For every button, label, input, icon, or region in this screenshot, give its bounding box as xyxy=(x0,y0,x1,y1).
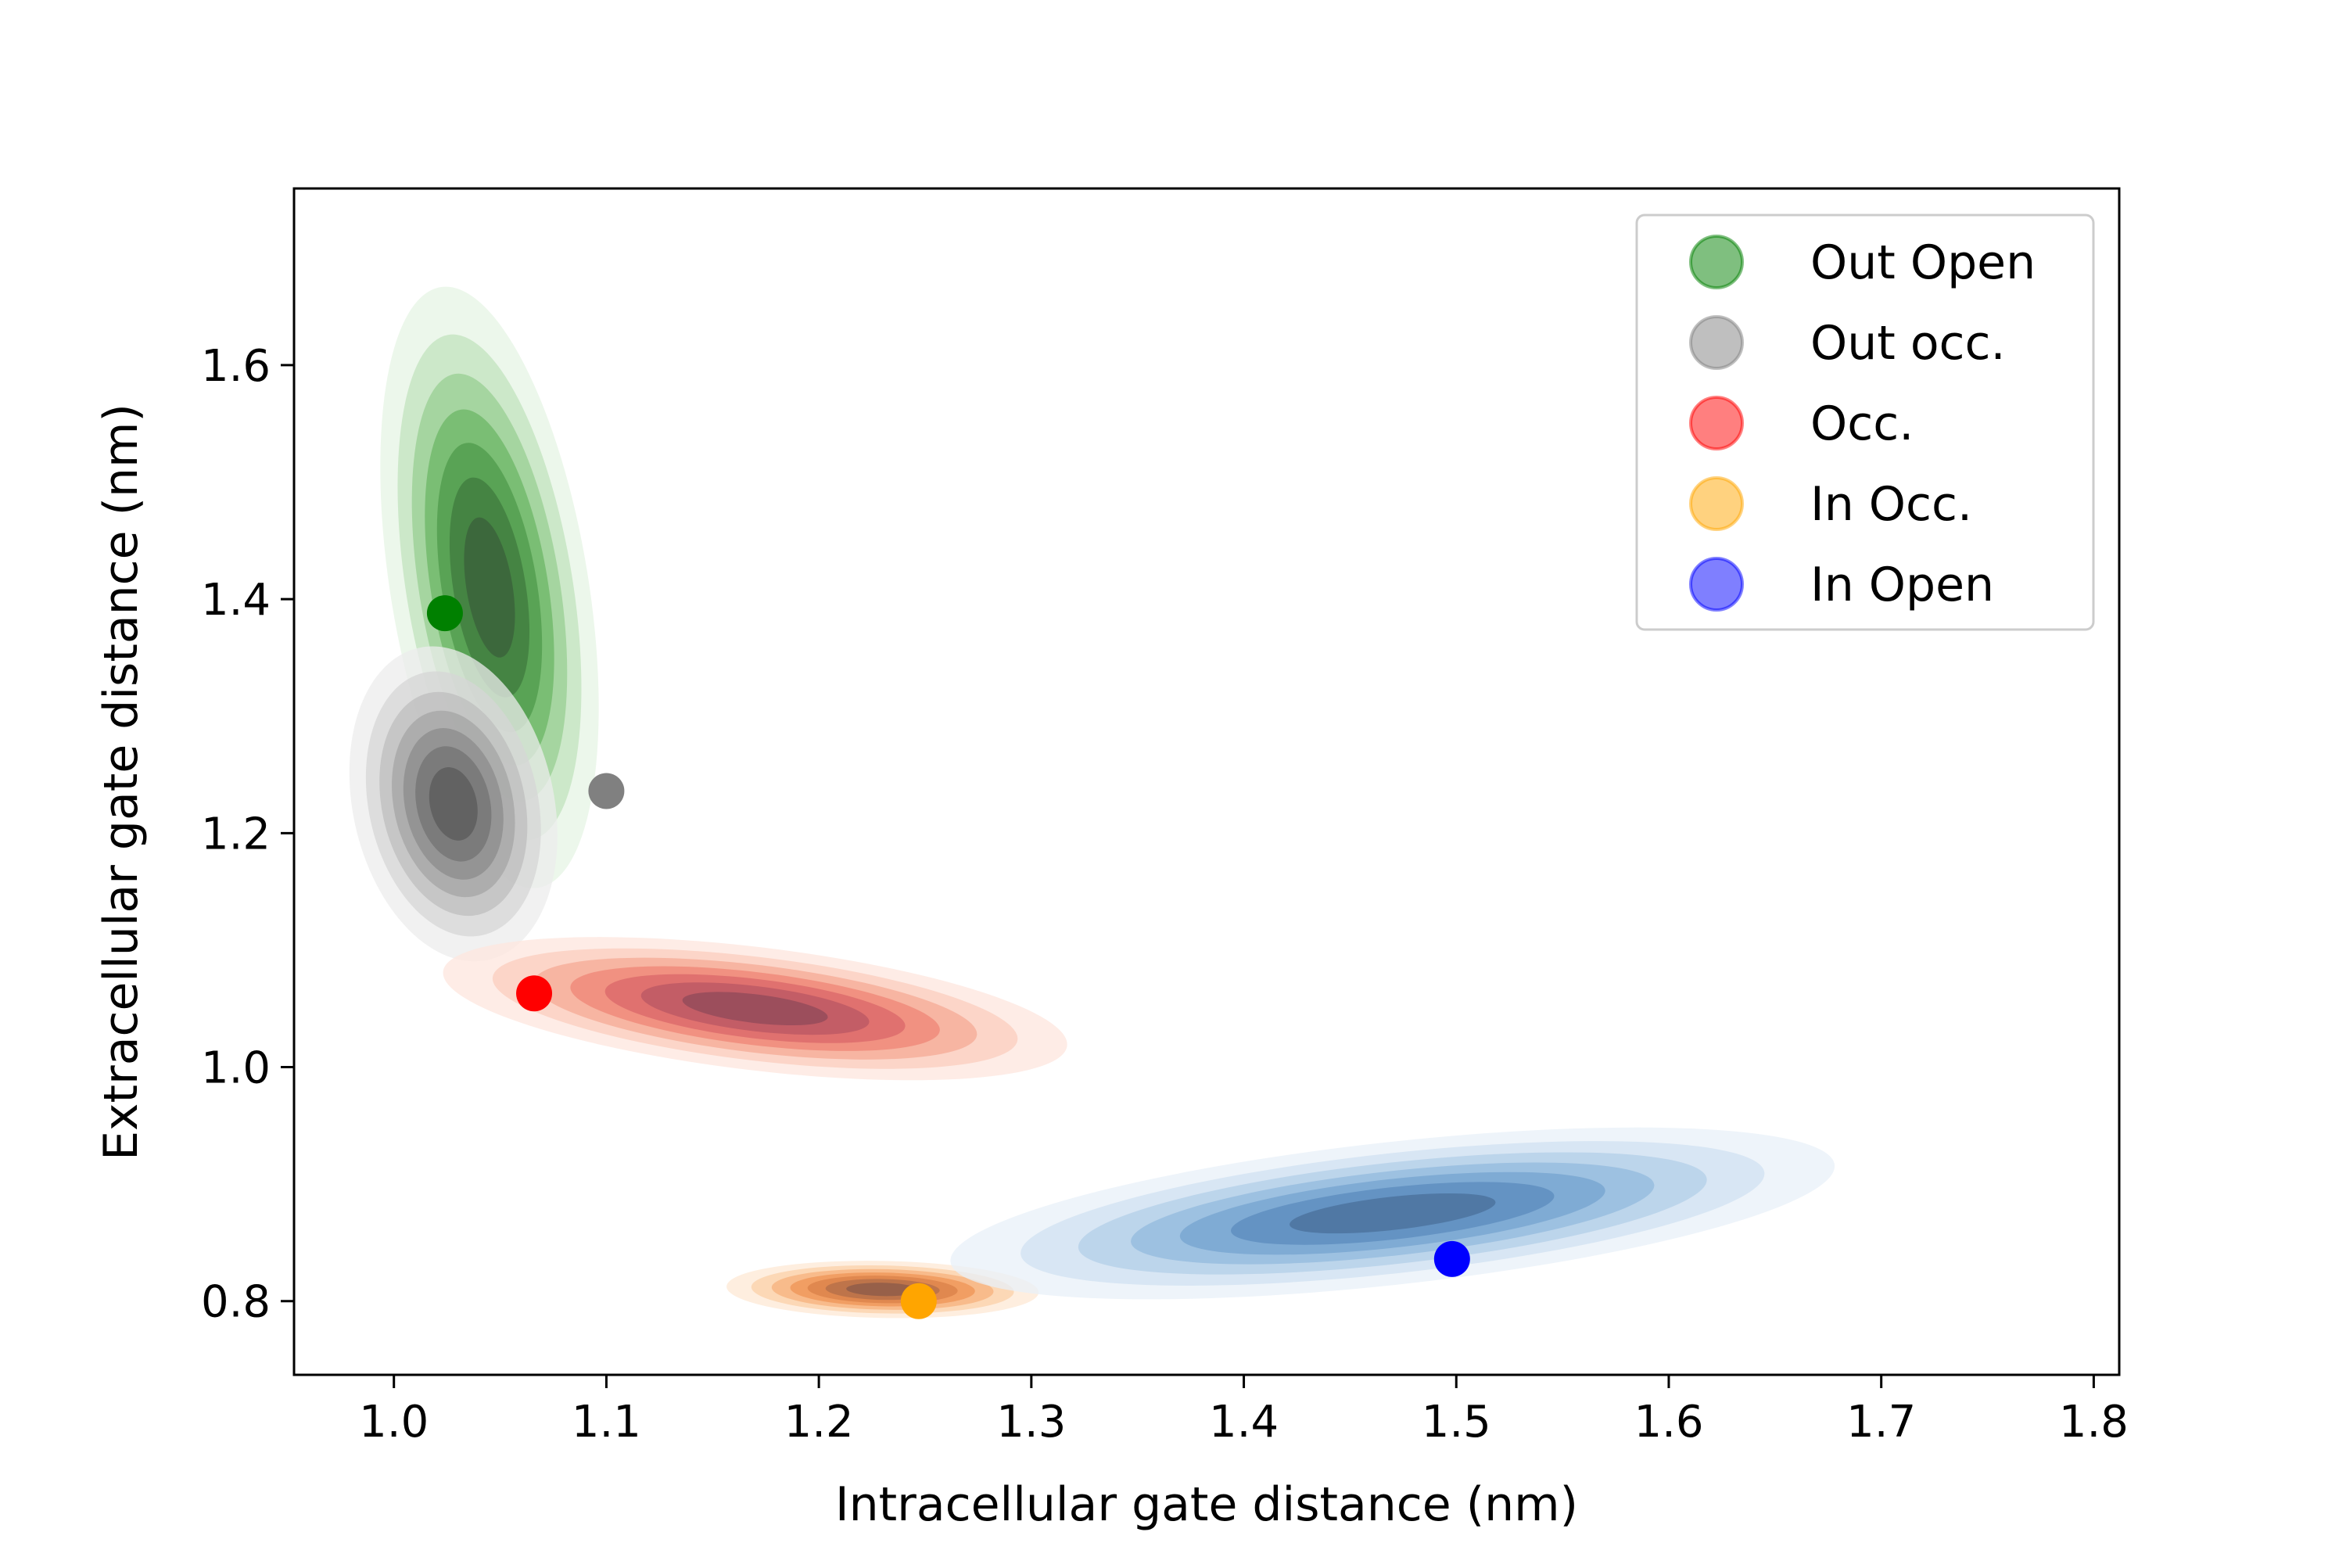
y-axis-ticks: 0.8 1.0 1.2 1.4 1.6 xyxy=(201,341,294,1328)
legend-label: In Open xyxy=(1810,558,1994,612)
y-tick-label: 1.6 xyxy=(201,341,271,392)
density-layer xyxy=(349,286,1835,1319)
point-in-open xyxy=(1433,1240,1470,1277)
points-layer xyxy=(426,595,1470,1319)
y-axis-label: Extracellular gate distance (nm) xyxy=(94,404,149,1161)
legend-label: Out occ. xyxy=(1810,316,2006,371)
legend-marker xyxy=(1689,557,1744,612)
y-tick-label: 1.4 xyxy=(201,575,271,626)
density-in-open xyxy=(950,1127,1835,1300)
y-tick-label: 0.8 xyxy=(201,1277,271,1328)
point-in-occ- xyxy=(900,1283,937,1319)
density-contour xyxy=(464,517,515,658)
x-tick-label: 1.1 xyxy=(572,1397,641,1448)
x-tick-label: 1.6 xyxy=(1634,1397,1703,1448)
legend-label: In Occ. xyxy=(1810,477,1972,532)
legend-marker xyxy=(1689,476,1744,531)
point-occ- xyxy=(516,975,553,1012)
legend-marker xyxy=(1689,396,1744,450)
density-occ- xyxy=(443,937,1067,1081)
legend-marker xyxy=(1689,315,1744,370)
x-tick-label: 1.4 xyxy=(1209,1397,1279,1448)
x-tick-label: 1.8 xyxy=(2059,1397,2129,1448)
y-tick-label: 1.0 xyxy=(201,1043,271,1094)
legend: Out Open Out occ. Occ. In Occ. In Open xyxy=(1635,213,2095,631)
x-tick-label: 1.5 xyxy=(1422,1397,1491,1448)
density-contour xyxy=(429,767,478,841)
x-tick-label: 1.7 xyxy=(1846,1397,1916,1448)
x-tick-label: 1.2 xyxy=(784,1397,854,1448)
legend-entries: Out Open Out occ. Occ. In Occ. In Open xyxy=(1689,235,2036,612)
x-axis-ticks: 1.0 1.1 1.2 1.3 1.4 1.5 1.6 1.7 1.8 xyxy=(359,1375,2129,1448)
point-out-occ- xyxy=(588,773,625,809)
legend-box xyxy=(1635,213,2095,631)
density-contour xyxy=(846,1283,920,1297)
density-out-occ- xyxy=(349,646,558,962)
legend-label: Out Open xyxy=(1810,235,2036,290)
legend-marker xyxy=(1689,235,1744,289)
point-out-open xyxy=(426,595,463,632)
x-tick-label: 1.0 xyxy=(359,1397,429,1448)
x-axis-label: Intracellular gate distance (nm) xyxy=(835,1477,1578,1532)
x-tick-label: 1.3 xyxy=(996,1397,1066,1448)
density-in-occ- xyxy=(726,1261,1039,1319)
y-tick-label: 1.2 xyxy=(201,809,271,859)
plot-frame xyxy=(292,187,2121,1376)
legend-label: Occ. xyxy=(1810,396,1914,451)
density-contour xyxy=(1290,1193,1496,1234)
